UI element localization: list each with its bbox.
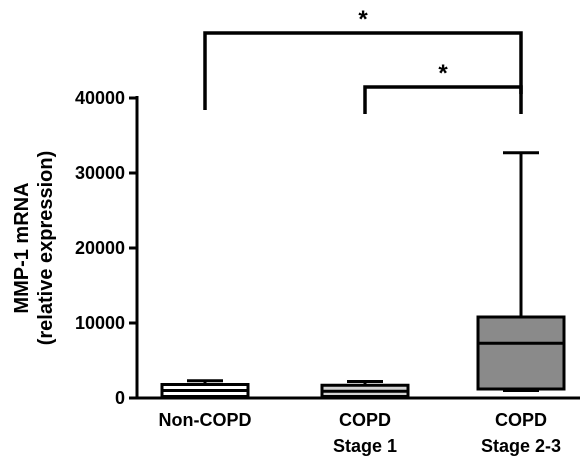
box-iqr [476, 315, 566, 391]
box-2 [476, 151, 566, 392]
bracket-line [363, 85, 523, 114]
x-tick-label: COPD [495, 410, 547, 430]
y-tick-label: 30000 [75, 163, 125, 183]
axes: 0 10000 20000 30000 40000 Non-COPD COPD Stage 1… [75, 88, 580, 456]
y-tick-label: 20000 [75, 238, 125, 258]
y-axis-label-line2: (relative expression) [35, 151, 57, 346]
significance-bracket: * [363, 60, 523, 114]
x-tick-label: COPD [339, 410, 391, 430]
y-axis-label-line1: MMP-1 mRNA [11, 182, 33, 313]
bracket-line [203, 31, 523, 110]
x-tick-label: Non-COPD [159, 410, 252, 430]
significance-bracket: * [203, 6, 523, 110]
x-tick-label-line2: Stage 1 [333, 436, 397, 456]
box-1 [320, 380, 410, 399]
y-tick-label: 40000 [75, 88, 125, 108]
y-tick-label: 0 [115, 388, 125, 408]
box-0 [160, 379, 250, 399]
significance-label: * [438, 60, 448, 87]
significance-label: * [358, 6, 368, 33]
x-tick-label-line2: Stage 2-3 [481, 436, 561, 456]
significance-brackets: ** [203, 6, 523, 114]
y-tick-label: 10000 [75, 313, 125, 333]
box-group [160, 151, 566, 399]
